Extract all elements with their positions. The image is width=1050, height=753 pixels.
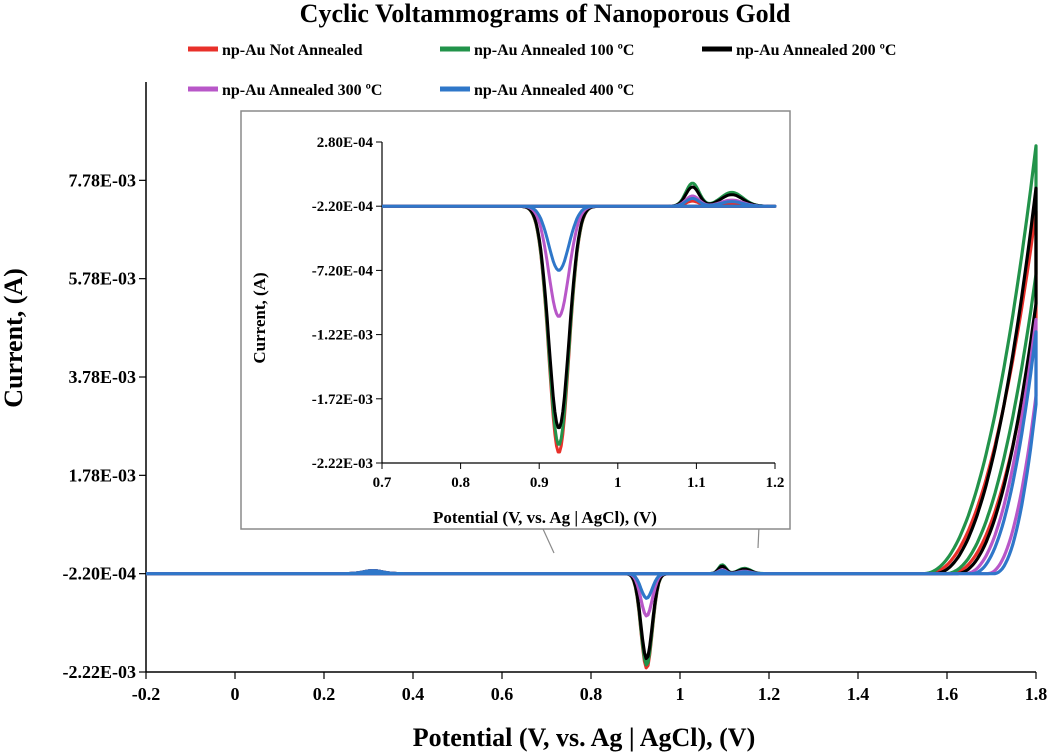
legend-label-400: np-Au Annealed 400 ºC bbox=[474, 82, 634, 99]
x-tick-label: 1.6 bbox=[936, 684, 959, 704]
x-axis-label: Potential (V, vs. Ag | AgCl), (V) bbox=[413, 723, 756, 752]
y-tick-label: 1.78E-03 bbox=[69, 465, 137, 485]
inset-y-tick-label: -1.22E-03 bbox=[312, 328, 373, 344]
x-tick-label: 0.8 bbox=[580, 684, 603, 704]
x-tick-label: 1.4 bbox=[847, 684, 870, 704]
y-tick-label: 3.78E-03 bbox=[69, 367, 137, 387]
inset-y-tick-label: -7.20E-04 bbox=[312, 263, 374, 279]
x-tick-label: 0 bbox=[231, 684, 240, 704]
inset-y-tick-label: -1.72E-03 bbox=[312, 392, 373, 408]
main-series-group bbox=[146, 144, 1038, 670]
legend-item-100: np-Au Annealed 100 ºC bbox=[440, 42, 634, 59]
chart-title: Cyclic Voltammograms of Nanoporous Gold bbox=[300, 0, 791, 28]
y-tick-label: -2.20E-04 bbox=[63, 564, 137, 584]
inset-axes: 0.7 0.8 0.9 1 1.1 1.2 2.80E-04 -2.20E-04 -7.20E-… bbox=[312, 135, 785, 491]
inset-x-tick-label: 0.7 bbox=[373, 475, 392, 491]
legend: np-Au Not Annealed np-Au Annealed 100 ºC… bbox=[188, 42, 896, 99]
inset-series-line-4 bbox=[382, 197, 777, 272]
inset-x-tick-label: 0.9 bbox=[530, 475, 549, 491]
x-tick-label: 0.4 bbox=[402, 684, 425, 704]
x-tick-label: 0.2 bbox=[313, 684, 336, 704]
inset-frame bbox=[240, 110, 791, 530]
legend-label-not-annealed: np-Au Not Annealed bbox=[222, 42, 363, 59]
legend-label-100: np-Au Annealed 100 ºC bbox=[474, 42, 634, 59]
inset-y-tick-label: -2.20E-04 bbox=[312, 199, 374, 215]
x-tick-label: 1.2 bbox=[758, 684, 781, 704]
y-axis-label: Current, (A) bbox=[0, 268, 28, 408]
y-tick-label: -2.22E-03 bbox=[63, 662, 137, 682]
y-tick-label: 5.78E-03 bbox=[69, 269, 137, 289]
inset-y-tick-label: 2.80E-04 bbox=[317, 135, 374, 151]
y-tick-label: 7.78E-03 bbox=[69, 170, 137, 190]
inset-series-group bbox=[382, 181, 777, 454]
x-tick-label: 0.6 bbox=[491, 684, 514, 704]
inset-y-axis-label: Current, (A) bbox=[250, 272, 269, 363]
inset-x-tick-label: 1.1 bbox=[687, 475, 706, 491]
legend-item-400: np-Au Annealed 400 ºC bbox=[440, 82, 634, 99]
legend-label-200: np-Au Annealed 200 ºC bbox=[736, 42, 896, 59]
inset-x-tick-label: 1.2 bbox=[766, 475, 785, 491]
inset-x-tick-label: 0.8 bbox=[451, 475, 470, 491]
inset-x-tick-label: 1 bbox=[614, 475, 622, 491]
legend-item-300: np-Au Annealed 300 ºC bbox=[188, 82, 382, 99]
inset-y-tick-label: -2.22E-03 bbox=[312, 456, 373, 472]
legend-item-200: np-Au Annealed 200 ºC bbox=[702, 42, 896, 59]
series-line-4 bbox=[146, 330, 1038, 600]
legend-label-300: np-Au Annealed 300 ºC bbox=[222, 82, 382, 99]
legend-item-not-annealed: np-Au Not Annealed bbox=[188, 42, 363, 59]
inset-x-axis-label: Potential (V, vs. Ag | AgCl), (V) bbox=[433, 508, 657, 527]
x-tick-label: 1.8 bbox=[1025, 684, 1048, 704]
x-tick-label: 1 bbox=[676, 684, 685, 704]
main-axes: -0.2 0 0.2 0.4 0.6 0.8 1 1.2 1.4 1.6 1.8 -2.22E-03 -… bbox=[63, 82, 1048, 704]
x-tick-label: -0.2 bbox=[132, 684, 161, 704]
